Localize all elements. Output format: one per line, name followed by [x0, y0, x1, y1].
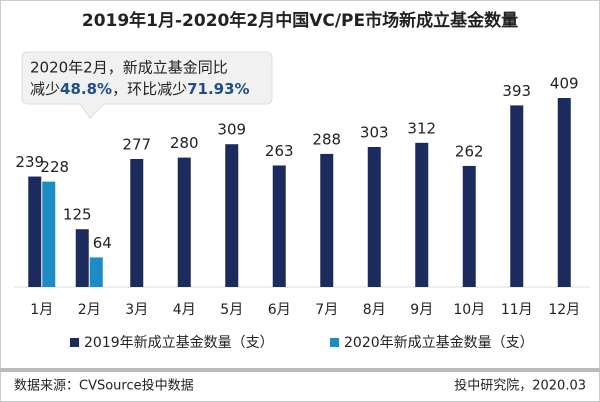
value-label: 309 [217, 121, 246, 139]
x-tick-label: 3月 [125, 302, 148, 318]
value-label: 263 [265, 142, 294, 160]
bar [415, 142, 429, 287]
x-tick-label: 2月 [78, 302, 101, 318]
bar [177, 157, 191, 287]
legend-swatch [70, 338, 79, 347]
legend-swatch [330, 338, 339, 347]
value-label: 303 [360, 123, 389, 141]
value-label: 125 [63, 206, 92, 224]
x-tick-label: 9月 [410, 302, 433, 318]
callout-highlight: 71.93% [187, 80, 249, 98]
value-label: 64 [93, 234, 112, 252]
x-tick-label: 4月 [173, 302, 196, 318]
bar [272, 165, 286, 287]
x-tick-label: 10月 [453, 302, 485, 318]
callout-text: ，环比减少 [112, 80, 187, 98]
source: 数据来源：CVSource投中数据 [14, 378, 194, 394]
legend-label: 2019年新成立基金数量（支） [84, 334, 274, 351]
legend-label: 2020年新成立基金数量（支） [344, 334, 534, 351]
value-label: 228 [40, 158, 69, 176]
x-tick-label: 11月 [501, 302, 533, 318]
bar [367, 146, 381, 287]
callout-text: 减少48.8%，环比减少71.93% [30, 80, 250, 98]
callout-text: 2020年2月，新成立基金同比 [30, 59, 228, 77]
value-label: 262 [455, 142, 484, 160]
chart-title: 2019年1月-2020年2月中国VC/PE市场新成立基金数量 [82, 10, 518, 31]
x-tick-label: 12月 [548, 302, 580, 318]
bar [557, 98, 571, 287]
value-label: 312 [407, 119, 436, 137]
value-label: 280 [170, 134, 199, 152]
footer-rule [0, 368, 600, 372]
bar [130, 158, 144, 287]
bar [89, 257, 103, 287]
bar [75, 229, 89, 287]
x-tick-label: 5月 [220, 302, 243, 318]
bar [42, 181, 56, 287]
bar [225, 144, 239, 287]
value-label: 239 [15, 153, 44, 171]
value-label: 393 [502, 82, 531, 100]
bar [28, 176, 42, 287]
callout-box [21, 51, 273, 119]
x-tick-label: 8月 [363, 302, 386, 318]
x-tick-label: 7月 [315, 302, 338, 318]
callout-highlight: 48.8% [60, 80, 112, 98]
value-label: 277 [122, 135, 151, 153]
bar [510, 105, 524, 287]
credit: 投中研究院，2020.03 [454, 378, 586, 394]
x-tick-label: 6月 [268, 302, 291, 318]
value-label: 409 [550, 75, 579, 93]
callout-text: 减少 [30, 80, 60, 98]
bar [462, 165, 476, 287]
x-tick-label: 1月 [30, 302, 53, 318]
value-label: 288 [312, 130, 341, 148]
bar [320, 153, 334, 287]
